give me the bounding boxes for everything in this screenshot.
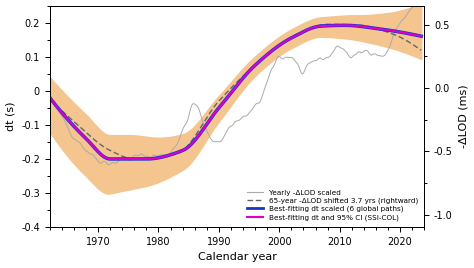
- Legend: Yearly -ΔLOD scaled, 65-year -ΔLOD shifted 3.7 yrs (rightward), Best-fitting dt : Yearly -ΔLOD scaled, 65-year -ΔLOD shift…: [244, 187, 421, 224]
- Y-axis label: -ΔLOD (ms): -ΔLOD (ms): [458, 84, 468, 148]
- Y-axis label: dt (s): dt (s): [6, 102, 16, 131]
- X-axis label: Calendar year: Calendar year: [198, 252, 276, 262]
